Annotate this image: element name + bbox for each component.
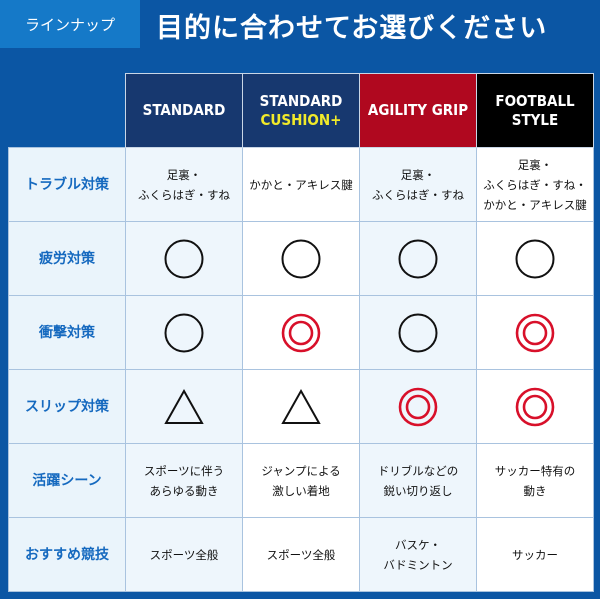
triangle-icon: [243, 387, 359, 427]
column-header-3: FOOTBALL STYLE: [476, 73, 594, 148]
double-circle-icon: [477, 312, 593, 354]
table-row: おすすめ競技 スポーツ全般 スポーツ全般 バスケ・バドミントン サッカー: [8, 517, 594, 592]
circle-icon: [126, 238, 242, 280]
rating-cell: [359, 295, 477, 370]
rating-cell: [125, 221, 243, 296]
text-cell: ジャンプによる 激しい着地: [242, 443, 360, 518]
text-cell: 足裏・ふくらはぎ・すね・ かかと・アキレス腱: [476, 147, 594, 222]
cell-line: 動き: [523, 483, 547, 498]
lineup-tag: ラインナップ: [0, 0, 140, 48]
table-row: 衝撃対策: [8, 295, 594, 370]
column-subname: CUSHION+: [260, 110, 342, 129]
column-header-2: AGILITY GRIP: [359, 73, 477, 148]
rating-cell: [125, 295, 243, 370]
table-row: 疲労対策: [8, 221, 594, 296]
cell-line: バスケ・: [395, 537, 441, 552]
cell-line: スポーツに伴う: [143, 463, 225, 478]
cell-line: かかと・アキレス腱: [249, 177, 353, 192]
rating-cell: [359, 369, 477, 444]
row-label: 衝撃対策: [8, 295, 126, 370]
circle-icon: [243, 238, 359, 280]
comparison-table: STANDARD STANDARD CUSHION+ AGILITY GRIP FOOT…: [8, 73, 594, 592]
text-cell: スポーツ全般: [242, 517, 360, 592]
table-row: トラブル対策 足裏・ ふくらはぎ・すね かかと・アキレス腱 足裏・ ふくらはぎ・すね 足裏・…: [8, 147, 594, 222]
column-header-1: STANDARD CUSHION+: [242, 73, 360, 148]
text-cell: 足裏・ふくらはぎ・すね: [125, 147, 243, 222]
page-title: 目的に合わせてお選びください: [156, 13, 548, 44]
cell-line: ふくらはぎ・すね・: [483, 177, 587, 192]
text-cell: スポーツに伴う あらゆる動き: [125, 443, 243, 518]
column-name: STANDARD: [259, 91, 343, 110]
row-label: 疲労対策: [8, 221, 126, 296]
cell-line: サッカー特有の: [494, 463, 576, 478]
rating-cell: [476, 221, 594, 296]
corner-cell: [9, 74, 126, 148]
column-name: FOOTBALL: [495, 91, 575, 110]
cell-line: 鋭い切り返し: [383, 483, 453, 498]
text-cell: バスケ・バドミントン: [359, 517, 477, 592]
rating-cell: [242, 295, 360, 370]
cell-line: スポーツ全般: [149, 547, 219, 562]
table-row: 活躍シーン スポーツに伴う あらゆる動き ジャンプによる 激しい着地 ドリブルなどの 鋭い切…: [8, 443, 594, 518]
circle-icon: [126, 312, 242, 354]
row-label: おすすめ競技: [8, 517, 126, 592]
table-row: スリップ対策: [8, 369, 594, 444]
rating-cell: [476, 369, 594, 444]
cell-line: ジャンプによる: [261, 463, 341, 478]
text-cell: サッカー特有の 動き: [476, 443, 594, 518]
cell-line: サッカー: [512, 547, 558, 562]
column-header-0: STANDARD: [125, 73, 243, 148]
rating-cell: [359, 221, 477, 296]
double-circle-icon: [477, 386, 593, 428]
cell-line: 激しい着地: [272, 483, 330, 498]
column-name: AGILITY GRIP: [367, 101, 469, 119]
double-circle-icon: [243, 312, 359, 354]
cell-line: かかと・アキレス腱: [483, 197, 587, 212]
rating-cell: [476, 295, 594, 370]
rating-cell: [242, 369, 360, 444]
double-circle-icon: [360, 386, 476, 428]
cell-line: 足裏・: [517, 157, 553, 172]
circle-icon: [360, 238, 476, 280]
row-label: 活躍シーン: [8, 443, 126, 518]
text-cell: スポーツ全般: [125, 517, 243, 592]
text-cell: 足裏・ふくらはぎ・すね: [359, 147, 477, 222]
cell-line: ドリブルなどの: [377, 463, 459, 478]
text-cell: ドリブルなどの 鋭い切り返し: [359, 443, 477, 518]
circle-icon: [360, 312, 476, 354]
cell-line: バドミントン: [383, 557, 453, 572]
text-cell: かかと・アキレス腱: [242, 147, 360, 222]
cell-line: ふくらはぎ・すね: [138, 187, 230, 202]
cell-line: スポーツ全般: [266, 547, 336, 562]
triangle-icon: [126, 387, 242, 427]
cell-line: 足裏・: [400, 167, 436, 182]
circle-icon: [477, 238, 593, 280]
column-name: STANDARD: [142, 101, 226, 119]
cell-line: ふくらはぎ・すね: [372, 187, 464, 202]
cell-line: あらゆる動き: [149, 483, 219, 498]
row-label: スリップ対策: [8, 369, 126, 444]
rating-cell: [125, 369, 243, 444]
text-cell: サッカー: [476, 517, 594, 592]
row-label: トラブル対策: [8, 147, 126, 222]
rating-cell: [242, 221, 360, 296]
column-subname: STYLE: [511, 110, 559, 129]
cell-line: 足裏・: [166, 167, 202, 182]
